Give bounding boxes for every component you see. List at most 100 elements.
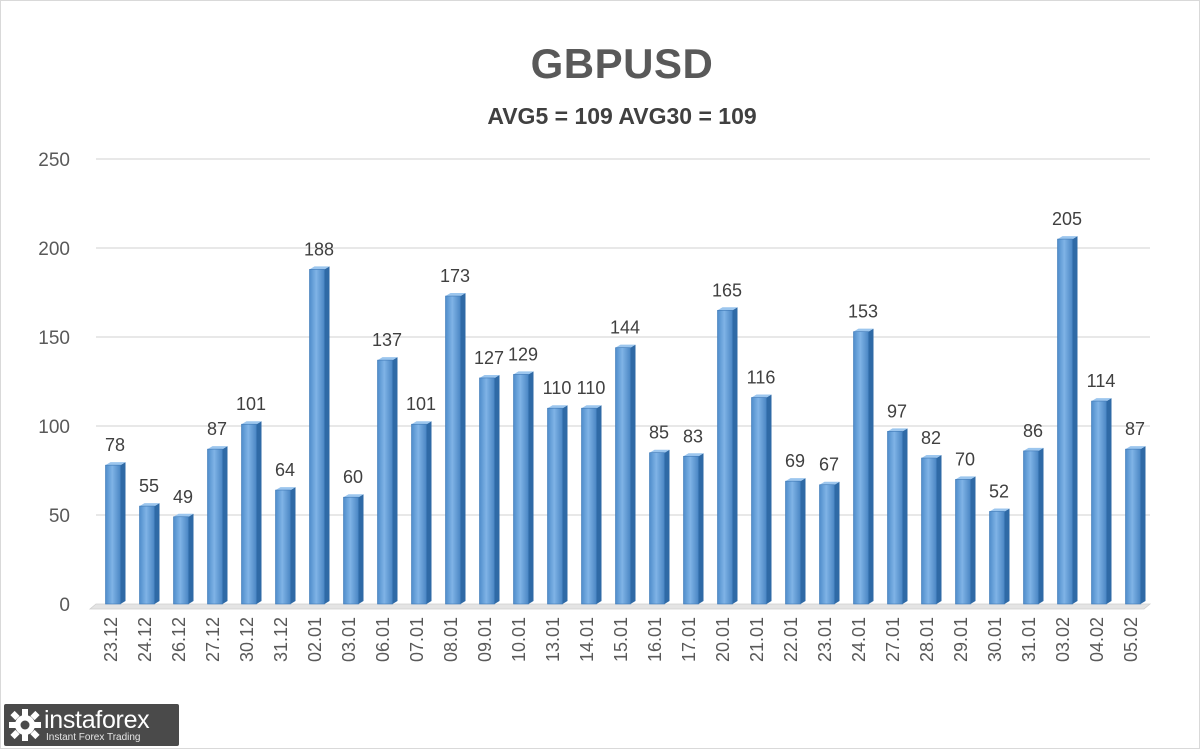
bar-front (275, 489, 291, 605)
logo-brand: instaforex (44, 706, 150, 734)
x-tick-label: 24.12 (135, 617, 155, 662)
y-tick-label: 0 (59, 595, 70, 616)
x-tick-label: 24.01 (849, 617, 869, 662)
bar (241, 421, 262, 605)
x-tick-label: 03.02 (1053, 617, 1073, 662)
bar-side (256, 421, 262, 604)
bar-side (800, 478, 806, 604)
bar-side (494, 374, 500, 604)
y-tick-label: 100 (38, 417, 70, 438)
bar-top (513, 371, 534, 375)
bar (887, 428, 908, 605)
bar-top (955, 476, 976, 480)
data-label: 49 (173, 487, 193, 507)
bar-top (683, 453, 704, 457)
bar-front (207, 448, 223, 605)
x-tick-label: 27.01 (883, 617, 903, 662)
bar (139, 503, 160, 605)
bar (649, 449, 670, 605)
x-tick-label: 10.01 (509, 617, 529, 662)
bar-top (649, 449, 670, 453)
bar-top (1057, 236, 1078, 240)
data-label: 165 (712, 280, 742, 300)
bar-front (853, 331, 869, 605)
bar-side (1072, 236, 1078, 604)
data-label: 64 (275, 460, 295, 480)
bar-side (1038, 447, 1044, 604)
bar (275, 487, 296, 605)
data-label: 82 (921, 428, 941, 448)
bar-front (309, 269, 325, 605)
y-tick-label: 250 (38, 150, 70, 171)
bar (785, 478, 806, 605)
bar-side (834, 481, 840, 604)
gear-icon (9, 709, 41, 741)
bar (173, 513, 194, 605)
x-tick-label: 15.01 (611, 617, 631, 662)
chart-subtitle: AVG5 = 109 AVG30 = 109 (487, 103, 757, 129)
bar-front (1057, 238, 1073, 605)
bar-front (717, 309, 733, 605)
x-tick-label: 21.01 (747, 617, 767, 662)
bar-side (664, 449, 670, 604)
data-label: 87 (207, 419, 227, 439)
bar (1125, 446, 1146, 605)
bar-top (581, 405, 602, 409)
bar-side (766, 394, 772, 604)
bar-top (1023, 447, 1044, 451)
bar-side (528, 371, 534, 604)
x-tick-label: 07.01 (407, 617, 427, 662)
bar-side (562, 405, 568, 604)
bar-front (445, 295, 461, 605)
x-tick-label: 16.01 (645, 617, 665, 662)
bar-side (902, 428, 908, 604)
data-label: 110 (577, 378, 606, 398)
bar (309, 266, 330, 605)
bar-top (275, 487, 296, 491)
x-tick-label: 31.01 (1019, 617, 1039, 662)
instaforex-logo: instaforex Instant Forex Trading (4, 704, 179, 746)
bar-top (921, 455, 942, 459)
bar (1023, 447, 1044, 605)
data-label: 144 (610, 318, 640, 338)
data-label: 55 (139, 476, 159, 496)
bar-front (751, 397, 767, 605)
bar-side (1140, 446, 1146, 604)
bar-top (785, 478, 806, 482)
bar-side (970, 476, 976, 604)
bar-top (377, 357, 398, 361)
y-axis-ticks: 0 50 100 150 200 250 (38, 150, 70, 616)
bar-side (358, 494, 364, 604)
bar-side (596, 405, 602, 604)
x-tick-label: 29.01 (951, 617, 971, 662)
data-label: 173 (440, 266, 470, 286)
bar-front (343, 496, 359, 605)
bar-side (868, 328, 874, 604)
x-axis-ticks: 23.12 24.12 26.12 27.12 30.12 31.12 02.01 03.01… (101, 617, 1141, 662)
data-label: 87 (1125, 419, 1145, 439)
x-tick-label: 14.01 (577, 617, 597, 662)
bars (105, 236, 1146, 605)
data-label: 129 (508, 344, 538, 364)
data-label: 85 (649, 423, 669, 443)
bar-front (683, 455, 699, 605)
bar-front (581, 407, 597, 605)
x-tick-label: 13.01 (543, 617, 563, 662)
x-tick-label: 31.12 (271, 617, 291, 662)
bar (445, 293, 466, 605)
x-tick-label: 22.01 (781, 617, 801, 662)
bar (853, 328, 874, 605)
x-tick-label: 05.02 (1121, 617, 1141, 662)
x-tick-label: 08.01 (441, 617, 461, 662)
bar-front (513, 374, 529, 605)
bar-front (411, 423, 427, 605)
bar (105, 462, 126, 605)
data-label: 153 (848, 302, 878, 322)
x-tick-label: 17.01 (679, 617, 699, 662)
x-tick-label: 06.01 (373, 617, 393, 662)
bar-front (955, 479, 971, 605)
y-tick-label: 50 (49, 506, 70, 527)
data-label: 67 (819, 455, 839, 475)
